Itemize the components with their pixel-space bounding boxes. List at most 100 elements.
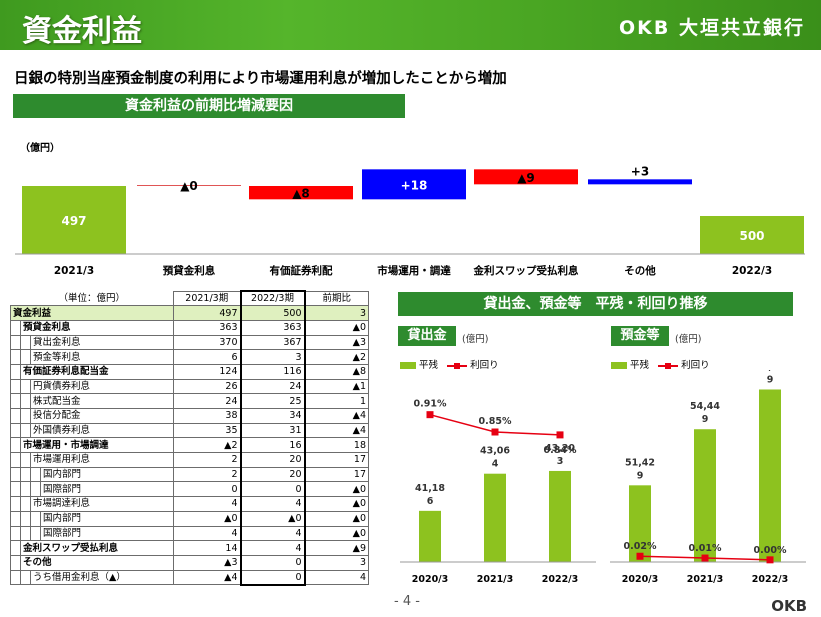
balance-data-label: 41,18 [415,483,445,494]
cell-change: 17 [304,452,369,468]
loans-legend: 平残 利回り [400,357,499,371]
cell-2022: 34 [239,408,306,424]
indent-cell [10,496,21,512]
indent-cell [10,393,21,409]
x-tick-label: 2021/3 [477,574,514,585]
header-banner: 資金利益 OKB 大垣共立銀行 [0,0,821,50]
deposits-unit: (億円) [675,334,702,345]
waterfall-data-label: 497 [61,214,86,228]
balance-data-label: 6 [427,496,434,507]
row-label: 貸出金利息 [30,334,174,351]
waterfall-section-title: 資金利益の前期比増減要因 [13,94,405,118]
indent-cell [10,349,21,365]
waterfall-category-label: 2021/3 [54,265,94,277]
table-row: 国際部門 0 0 ▲0 [10,481,369,498]
indent-cell [20,466,31,483]
cell-change: ▲0 [304,510,369,527]
table-row: 金利スワップ受払利息 14 4 ▲9 [10,540,369,556]
cell-2021: 370 [173,334,241,351]
cell-2022: 16 [239,437,306,454]
row-label: 株式配当金 [30,393,174,409]
table-row: 国際部門 4 4 ▲0 [10,525,369,542]
cell-2021: 497 [173,305,241,321]
waterfall-chart: 497 2021/3 ▲0 預貸金利息 ▲8 有価証券利配 +18 市場運用・調達 ▲9 金利スワ… [15,164,805,277]
table-row: 預金等利息 6 3 ▲2 [10,349,369,365]
indent-cell [20,481,31,498]
row-label: 有価証券利息配当金 [20,363,174,380]
loans-unit: (億円) [462,334,489,345]
yield-data-label: 0.91% [414,399,447,410]
table-row: 市場運用・市場調達 ▲2 16 18 [10,437,369,454]
indent-cell [10,452,21,468]
cell-change: ▲4 [304,422,369,439]
table-row: その他 ▲3 0 3 [10,554,369,571]
table-row: 国内部門 2 20 17 [10,466,369,483]
balance-data-label: 43,20 [545,443,575,454]
indent-cell [10,466,21,483]
yield-marker [556,431,564,439]
waterfall-data-label: ▲9 [517,171,535,185]
yield-marker [766,556,774,564]
cell-2021: 4 [173,496,241,512]
waterfall-data-label: 500 [739,229,764,243]
cell-2021: 24 [173,393,241,409]
indent-cell [10,569,21,586]
deposits-label: 預金等 [611,326,669,346]
indent-cell [20,408,31,424]
yield-data-label: 0.84% [544,445,577,456]
waterfall-bar [362,169,466,200]
interest-income-table: （単位：億円） 2021/3期 2022/3期 前期比 資金利益 497 500 3 預… [10,290,369,586]
cell-2022: 116 [239,363,306,380]
loans-label: 貸出金 [398,326,456,346]
row-label: その他 [20,554,174,571]
indent-cell [10,363,21,380]
indent-cell [20,334,31,351]
table-row: 株式配当金 24 25 1 [10,393,369,409]
cell-2021: 4 [173,525,241,542]
cell-2021: ▲2 [173,437,241,454]
row-label: 預貸金利息 [20,319,174,336]
balance-data-label: 54,44 [690,401,720,412]
balance-bar [549,470,571,562]
yield-marker [636,552,644,560]
yield-marker [426,411,434,419]
indent-cell [10,319,21,336]
indent-cell [20,393,31,409]
waterfall-data-label: ▲0 [180,179,198,193]
cell-change: ▲1 [304,378,369,395]
cell-2021: 2 [173,466,241,483]
cell-change: 3 [304,554,369,571]
page-number: - 4 - [394,594,420,609]
waterfall-category-label: 2022/3 [732,265,772,277]
table-row: うち借用金利息（▲） ▲4 0 4 [10,569,369,586]
legend-line-label: 利回り [681,360,710,371]
cell-2022: 0 [239,569,306,586]
x-tick-label: 2021/3 [687,574,724,585]
row-label: 資金利益 [10,305,174,321]
table-col-2021: 2021/3期 [173,290,241,307]
cell-2022: 4 [239,540,306,556]
cell-change: 3 [304,305,369,321]
waterfall-category-label: 有価証券利配 [270,264,333,277]
cell-change: ▲3 [304,334,369,351]
balance-bar [694,429,716,562]
row-label: 投信分配金 [30,408,174,424]
waterfall-bar [249,186,353,200]
cell-change: 17 [304,466,369,483]
waterfall-data-label: ▲8 [292,187,310,201]
table-row: 預貸金利息 363 363 ▲0 [10,319,369,336]
cell-change: ▲0 [304,496,369,512]
row-label: 預金等利息 [30,349,174,365]
legend-line-label: 利回り [470,360,499,371]
balance-bar [419,510,441,562]
cell-2022: 4 [239,496,306,512]
indent-cell [30,525,41,542]
legend-bar-label: 平残 [419,360,439,371]
balance-data-label: 4 [492,459,499,470]
indent-cell [20,525,31,542]
yield-data-label: 0.00% [754,545,787,556]
indent-cell [10,510,21,527]
waterfall-bar [588,179,692,185]
x-tick-label: 2022/3 [752,574,789,585]
row-label: 国際部門 [40,481,174,498]
